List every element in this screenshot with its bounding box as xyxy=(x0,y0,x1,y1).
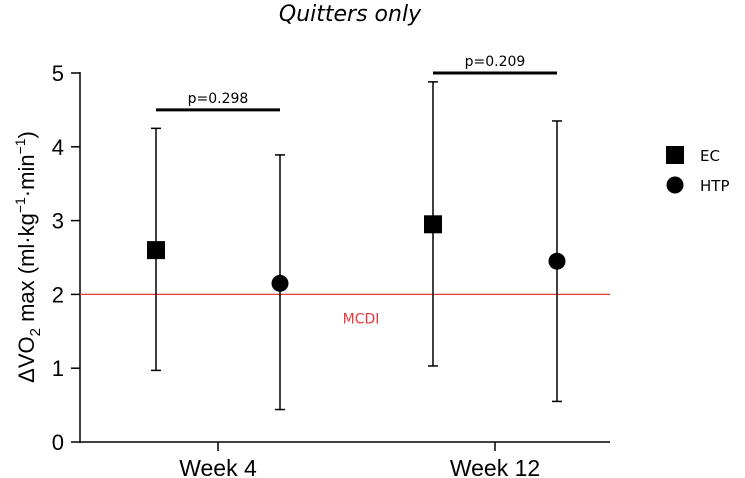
y-tick-label: 4 xyxy=(52,135,64,160)
x-tick-label: Week 12 xyxy=(450,455,540,478)
legend-label: HTP xyxy=(700,177,730,195)
p-value-label: p=0.298 xyxy=(188,91,249,107)
chart-title: Quitters only xyxy=(279,2,422,27)
x-tick-label: Week 4 xyxy=(179,455,257,478)
legend-ec-marker xyxy=(666,146,684,164)
legend-label: EC xyxy=(700,147,720,165)
y-tick-label: 5 xyxy=(52,61,64,86)
y-tick-label: 3 xyxy=(52,209,64,234)
y-axis-label-prefix: ΔVO xyxy=(14,336,39,382)
y-axis-label-sup1: −1 xyxy=(12,197,28,213)
legend: EC HTP xyxy=(666,146,730,195)
y-axis-label-mid: max (ml·kg xyxy=(14,213,39,328)
y-axis-label-sub: 2 xyxy=(27,328,44,336)
svg-text:ΔVO2 max (ml·kg−1·min−1): ΔVO2 max (ml·kg−1·min−1) xyxy=(12,131,44,383)
p-value-label: p=0.209 xyxy=(465,54,526,70)
y-axis-label-sup2: −1 xyxy=(12,138,28,154)
y-axis-label-mid2: ·min xyxy=(14,154,39,197)
axes: 0 1 2 3 4 5 Week 4 Week 12 xyxy=(52,61,610,478)
mcdi-label: MCDI xyxy=(343,311,380,327)
legend-htp-marker xyxy=(666,176,684,194)
reference-line-group: MCDI xyxy=(80,293,610,327)
y-axis-label: ΔVO2 max (ml·kg−1·min−1) xyxy=(12,131,44,383)
y-axis-label-suffix: ) xyxy=(14,131,39,138)
y-tick-label: 0 xyxy=(52,430,64,455)
comparisons: p=0.298 p=0.209 xyxy=(156,54,557,112)
htp-point xyxy=(271,274,289,292)
y-tick-label: 1 xyxy=(52,356,64,381)
ec-point xyxy=(147,241,165,260)
htp-point xyxy=(548,252,566,270)
y-tick-label: 2 xyxy=(52,282,64,307)
ec-point xyxy=(424,215,442,234)
data-marks xyxy=(147,81,566,411)
